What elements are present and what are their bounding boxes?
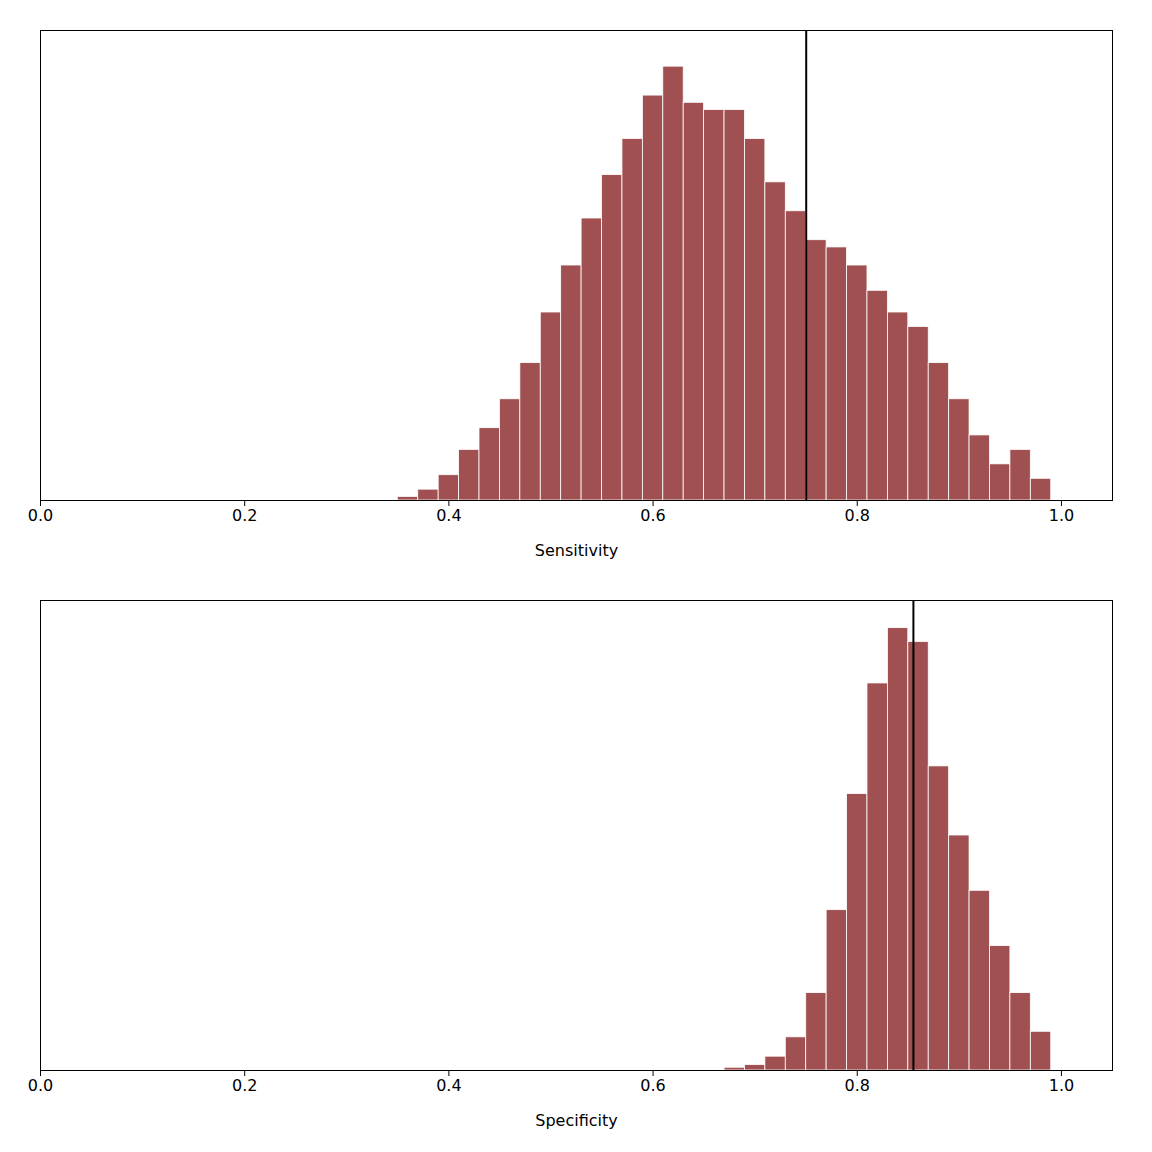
svg-text:0.2: 0.2 [232, 506, 257, 525]
svg-text:0.6: 0.6 [640, 1076, 665, 1095]
svg-text:0.0: 0.0 [28, 1076, 53, 1095]
svg-text:1.0: 1.0 [1049, 1076, 1074, 1095]
svg-text:0.2: 0.2 [232, 1076, 257, 1095]
svg-text:0.4: 0.4 [436, 1076, 461, 1095]
svg-text:0.4: 0.4 [436, 506, 461, 525]
svg-text:Specificity: Specificity [535, 1111, 617, 1130]
svg-text:0.6: 0.6 [640, 506, 665, 525]
svg-text:0.8: 0.8 [845, 1076, 870, 1095]
svg-text:1.0: 1.0 [1049, 506, 1074, 525]
svg-text:0.8: 0.8 [845, 506, 870, 525]
svg-text:0.0: 0.0 [28, 506, 53, 525]
svg-text:Sensitivity: Sensitivity [535, 541, 618, 560]
